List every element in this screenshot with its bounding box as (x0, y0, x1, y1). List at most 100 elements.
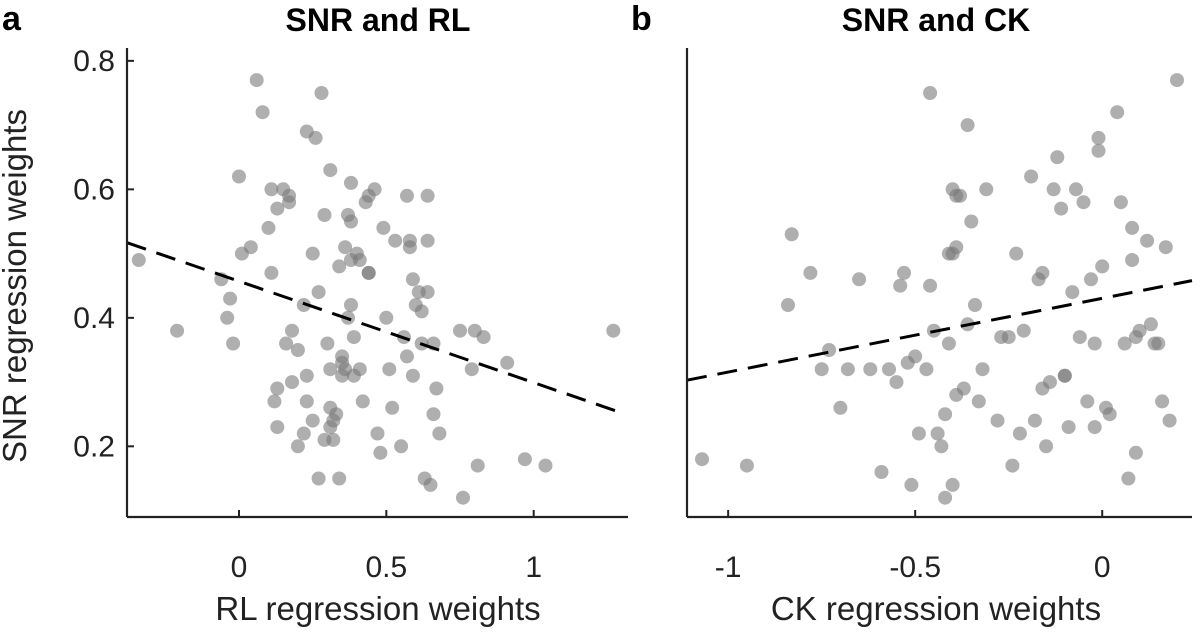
panel-a-point-9 (249, 73, 264, 88)
panel-a-point-35 (311, 471, 326, 486)
panel-a-point-1 (170, 323, 185, 338)
panel-a-point-105 (500, 355, 515, 370)
panel-a-point-12 (264, 182, 279, 197)
panel-b-point-74 (1091, 143, 1106, 158)
panel-a-point-13 (264, 265, 279, 280)
panel-b-point-41 (968, 298, 982, 312)
panel-b-point-52 (1024, 169, 1039, 184)
panel-a-point-100 (456, 490, 470, 505)
panel-a-point-48 (332, 471, 347, 486)
panel-b-point-5 (814, 362, 829, 377)
panel-a-point-99 (453, 323, 467, 338)
panel-a-point-72 (373, 445, 388, 460)
panel-a-y-tick-label-3: 0.8 (73, 45, 115, 78)
panel-a-point-0 (131, 253, 146, 267)
panel-b-point-40 (964, 214, 979, 229)
panel-a-point-77 (388, 233, 403, 248)
panel-b-trend-line (686, 279, 1193, 382)
panel-a-point-65 (355, 394, 370, 409)
panel-b-point-63 (1057, 368, 1072, 383)
panel-a-point-96 (426, 407, 441, 422)
panel-a-point-5 (226, 336, 241, 351)
panel-b-point-92 (1158, 240, 1173, 255)
panel-a-point-34 (311, 285, 326, 300)
panel-a-point-93 (420, 285, 435, 300)
panel-a-point-97 (429, 381, 444, 396)
panel-a-point-56 (344, 214, 358, 229)
panel-a-x-tick-label-1: 0.5 (365, 551, 407, 584)
panel-a-point-43 (323, 362, 338, 377)
panel-b-point-60 (1050, 150, 1065, 165)
panel-b-point-72 (1087, 420, 1102, 435)
panel-a-point-11 (261, 220, 276, 235)
panel-b-point-56 (1035, 265, 1050, 280)
panel-a-point-85 (405, 272, 420, 287)
y-axis-label: SNR regression weights (0, 109, 33, 463)
panel-a-point-57 (344, 175, 358, 190)
panel-a-point-40 (323, 163, 338, 178)
panel-b-point-4 (803, 265, 818, 280)
panel-b-point-51 (1016, 323, 1031, 338)
panel-a-point-53 (338, 240, 353, 255)
panel-a-title: SNR and RL (286, 2, 471, 38)
panel-a-point-22 (285, 375, 299, 390)
panel-b-point-83 (1125, 253, 1140, 267)
panel-b-point-61 (1054, 201, 1069, 216)
panel-a-point-4 (223, 291, 238, 306)
panel-a-point-78 (394, 439, 409, 454)
panel-a-x-tick-label-0: 0 (231, 551, 248, 584)
panel-b-point-47 (1001, 330, 1016, 345)
panel-b-point-90 (1151, 336, 1166, 351)
panel-a-point-58 (344, 298, 358, 312)
panel-b-point-38 (960, 118, 975, 133)
panel-b-point-6 (822, 343, 837, 357)
panel-a-point-88 (414, 304, 429, 319)
panel-b-point-48 (1005, 458, 1020, 473)
panel-a-point-31 (305, 246, 320, 261)
panel-b-point-50 (1012, 426, 1027, 441)
panel-b-point-42 (971, 394, 986, 409)
panel-letter-a: a (2, 0, 22, 38)
panel-a-point-83 (402, 240, 417, 255)
panel-a-x-tick-label-2: 1 (525, 551, 542, 584)
panel-a-point-15 (270, 201, 285, 216)
panel-a-point-46 (329, 407, 344, 422)
panel-b-point-26 (938, 490, 953, 505)
panel-a-y-ticks: 0.2 0.4 0.6 0.8 (73, 45, 134, 463)
panel-a-point-80 (400, 188, 414, 203)
panel-a-x-ticks: 0 0.5 1 (231, 510, 542, 584)
panel-b-point-14 (893, 278, 908, 293)
panel-b-point-20 (919, 362, 934, 377)
panel-a-point-3 (220, 310, 235, 325)
panel-b-point-88 (1143, 317, 1158, 332)
panel-a-point-36 (314, 86, 329, 100)
panel-b-point-75 (1095, 259, 1110, 274)
panel-b-point-49 (1009, 246, 1024, 261)
panel-b-point-57 (1039, 439, 1054, 454)
panel-b-point-79 (1113, 195, 1128, 210)
panel-a-point-64 (352, 253, 367, 267)
panel-b-point-18 (908, 349, 923, 364)
panel-a-point-101 (464, 362, 479, 377)
panel-b-point-65 (1065, 285, 1080, 300)
panel-a-point-103 (470, 458, 485, 473)
panel-a-point-76 (385, 400, 400, 415)
panel-a-point-33 (308, 130, 323, 145)
panel-b-point-30 (945, 477, 960, 492)
panel-b-x-tick-label-2: 0 (1094, 551, 1111, 584)
panel-a-point-44 (326, 432, 341, 447)
panel-b-point-13 (889, 375, 904, 390)
panel-a-point-23 (285, 323, 299, 338)
panel-a-point-26 (296, 426, 311, 441)
panel-b-point-91 (1155, 394, 1170, 409)
panel-b-point-25 (934, 439, 949, 454)
panel-a-point-10 (255, 105, 270, 120)
panel-b-point-3 (781, 298, 795, 312)
panel-b-x-tick-label-0: -1 (715, 551, 742, 584)
panel-b-point-53 (1027, 413, 1042, 428)
panel-a-point-6 (232, 169, 246, 184)
panel-b-point-58 (1042, 375, 1057, 390)
panel-a-point-70 (367, 182, 382, 197)
panel-b-x-axis-label: CK regression weights (771, 590, 1101, 627)
panel-b-point-10 (863, 362, 878, 377)
